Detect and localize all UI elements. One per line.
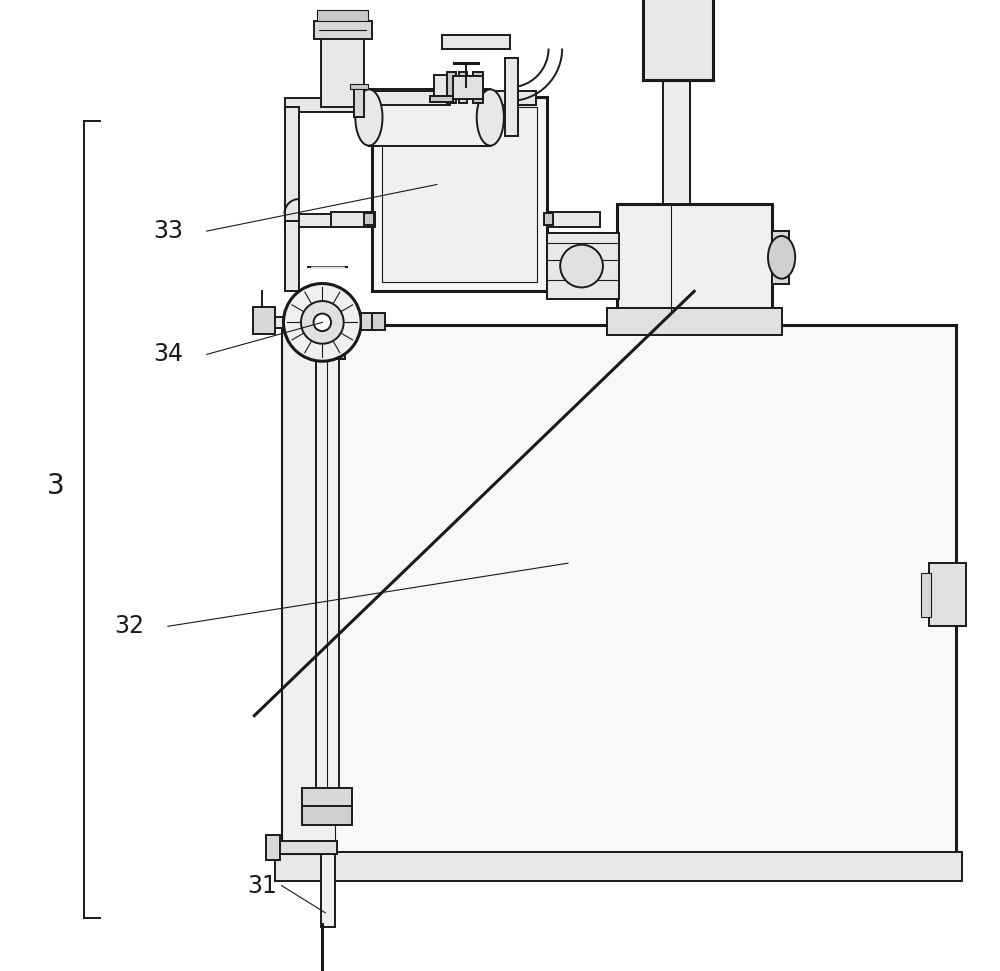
Bar bbox=[372, 313, 385, 330]
Bar bbox=[473, 72, 483, 103]
Bar bbox=[321, 34, 364, 107]
Bar bbox=[361, 313, 375, 330]
Bar bbox=[285, 98, 436, 112]
Bar bbox=[369, 89, 490, 146]
Bar bbox=[453, 76, 483, 99]
Bar bbox=[434, 75, 450, 99]
Bar bbox=[285, 107, 299, 221]
Bar bbox=[273, 317, 321, 328]
Bar bbox=[282, 325, 335, 854]
Circle shape bbox=[283, 284, 361, 361]
Text: 3: 3 bbox=[46, 472, 64, 499]
Bar bbox=[317, 10, 368, 21]
Bar bbox=[266, 835, 280, 860]
Text: 31: 31 bbox=[247, 874, 277, 897]
Bar bbox=[285, 221, 299, 291]
Bar bbox=[354, 87, 364, 117]
Bar bbox=[772, 230, 789, 284]
Bar bbox=[364, 213, 374, 225]
Circle shape bbox=[314, 314, 331, 331]
Bar bbox=[505, 58, 518, 136]
Bar bbox=[277, 841, 337, 854]
Bar bbox=[310, 310, 345, 335]
Bar bbox=[544, 213, 553, 225]
Ellipse shape bbox=[768, 236, 795, 279]
Bar bbox=[285, 214, 368, 227]
Bar bbox=[302, 788, 352, 808]
Bar bbox=[547, 212, 600, 227]
Bar bbox=[607, 308, 782, 335]
Bar bbox=[275, 852, 962, 881]
Bar bbox=[430, 96, 453, 102]
Text: 34: 34 bbox=[153, 343, 183, 366]
Bar bbox=[921, 573, 931, 617]
Ellipse shape bbox=[477, 89, 504, 146]
Bar bbox=[382, 107, 537, 282]
Bar bbox=[302, 806, 352, 825]
Circle shape bbox=[301, 301, 344, 344]
Bar bbox=[617, 204, 772, 311]
Bar bbox=[547, 233, 619, 299]
Bar bbox=[253, 307, 275, 334]
Bar bbox=[483, 91, 536, 105]
Bar bbox=[331, 212, 375, 227]
Bar bbox=[643, 0, 713, 80]
Bar bbox=[321, 852, 335, 927]
Text: 32: 32 bbox=[114, 615, 144, 638]
Bar bbox=[374, 91, 450, 105]
Bar bbox=[447, 72, 456, 103]
Bar bbox=[372, 97, 547, 291]
Circle shape bbox=[560, 245, 603, 287]
Bar bbox=[663, 78, 690, 204]
Bar bbox=[314, 21, 372, 39]
Bar bbox=[442, 35, 510, 49]
Ellipse shape bbox=[355, 89, 383, 146]
Bar bbox=[459, 72, 467, 103]
Bar bbox=[929, 563, 966, 626]
Bar bbox=[282, 325, 956, 854]
Bar bbox=[350, 84, 368, 89]
Bar bbox=[310, 338, 345, 359]
Text: 33: 33 bbox=[153, 219, 183, 243]
Bar bbox=[316, 320, 339, 791]
